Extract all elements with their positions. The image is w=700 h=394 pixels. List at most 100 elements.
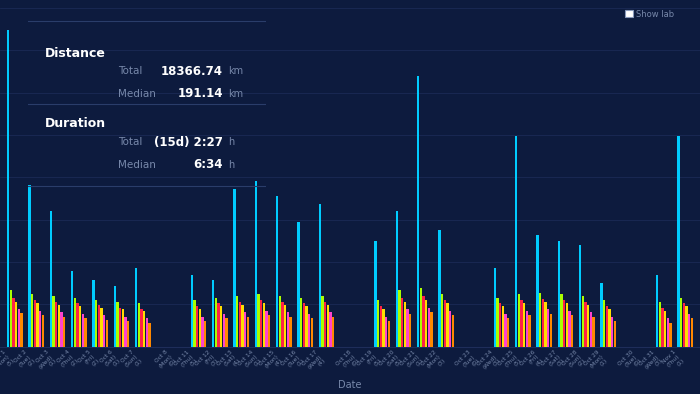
Bar	[520, 300, 523, 347]
Text: Date: Date	[338, 380, 362, 390]
Bar	[606, 306, 608, 347]
Text: h: h	[228, 160, 235, 170]
Bar	[241, 305, 244, 347]
Bar	[452, 315, 454, 347]
Bar	[318, 204, 321, 347]
Bar	[116, 301, 119, 347]
Bar	[561, 294, 563, 347]
Text: 18366.74: 18366.74	[161, 65, 223, 78]
Bar	[542, 299, 544, 347]
Bar	[223, 314, 225, 347]
Bar	[688, 314, 690, 347]
Bar	[217, 303, 220, 347]
Bar	[29, 185, 31, 347]
Bar	[592, 317, 595, 347]
Bar	[398, 290, 400, 347]
Bar	[103, 315, 106, 347]
Bar	[39, 310, 41, 347]
Bar	[260, 300, 262, 347]
Bar	[20, 313, 23, 347]
Bar	[141, 309, 143, 347]
Bar	[680, 298, 682, 347]
Bar	[327, 305, 329, 347]
Bar	[502, 306, 504, 347]
Bar	[430, 312, 433, 347]
Bar	[515, 136, 517, 347]
Bar	[300, 298, 302, 347]
Bar	[190, 275, 193, 347]
Bar	[15, 301, 18, 347]
Bar	[539, 292, 541, 347]
Bar	[444, 300, 446, 347]
Bar	[388, 321, 390, 347]
Bar	[682, 303, 685, 347]
Bar	[587, 305, 589, 347]
Bar	[199, 309, 201, 347]
Bar	[146, 318, 148, 347]
Bar	[374, 241, 377, 347]
Bar	[71, 271, 74, 347]
Bar	[558, 241, 560, 347]
Bar	[7, 30, 9, 347]
Bar	[382, 309, 384, 347]
Bar	[10, 290, 12, 347]
Bar	[92, 281, 95, 347]
Bar	[419, 288, 422, 347]
Bar	[119, 308, 122, 347]
Bar	[268, 315, 270, 347]
Bar	[545, 301, 547, 347]
Bar	[50, 211, 52, 347]
Bar	[85, 318, 87, 347]
Bar	[305, 306, 308, 347]
Bar	[664, 310, 666, 347]
Text: Median: Median	[118, 160, 156, 170]
Bar	[379, 306, 382, 347]
Bar	[332, 317, 335, 347]
Bar	[135, 268, 137, 347]
Bar	[143, 310, 146, 347]
Bar	[98, 305, 100, 347]
Bar	[603, 300, 606, 347]
Text: 191.14: 191.14	[178, 87, 223, 100]
Bar	[608, 309, 610, 347]
Bar	[685, 306, 687, 347]
Bar	[193, 300, 195, 347]
Bar	[377, 300, 379, 347]
Bar	[58, 305, 60, 347]
Bar	[395, 211, 398, 347]
Text: 6:34: 6:34	[194, 158, 223, 171]
Bar	[101, 308, 103, 347]
Bar	[611, 317, 613, 347]
Bar	[239, 301, 241, 347]
Bar	[212, 281, 214, 347]
Bar	[428, 308, 430, 347]
Bar	[138, 303, 140, 347]
Bar	[258, 294, 260, 347]
Bar	[236, 296, 238, 347]
Text: Total: Total	[118, 138, 143, 147]
Text: h: h	[228, 138, 235, 147]
Bar	[311, 318, 313, 347]
Bar	[669, 323, 671, 347]
Bar	[518, 294, 520, 347]
Text: km: km	[228, 66, 243, 76]
Bar	[204, 321, 206, 347]
Bar	[666, 318, 669, 347]
Bar	[281, 301, 284, 347]
Bar	[526, 310, 528, 347]
Text: Show lab: Show lab	[636, 10, 673, 19]
Bar	[496, 298, 498, 347]
Text: Median: Median	[118, 89, 156, 99]
Bar	[446, 303, 449, 347]
Bar	[262, 303, 265, 347]
Bar	[422, 296, 424, 347]
Bar	[425, 300, 427, 347]
Bar	[122, 309, 124, 347]
Bar	[42, 315, 44, 347]
Bar	[246, 317, 249, 347]
Bar	[289, 317, 292, 347]
Bar	[568, 310, 570, 347]
Bar	[505, 314, 507, 347]
Text: Duration: Duration	[45, 117, 106, 130]
Bar	[63, 317, 66, 347]
